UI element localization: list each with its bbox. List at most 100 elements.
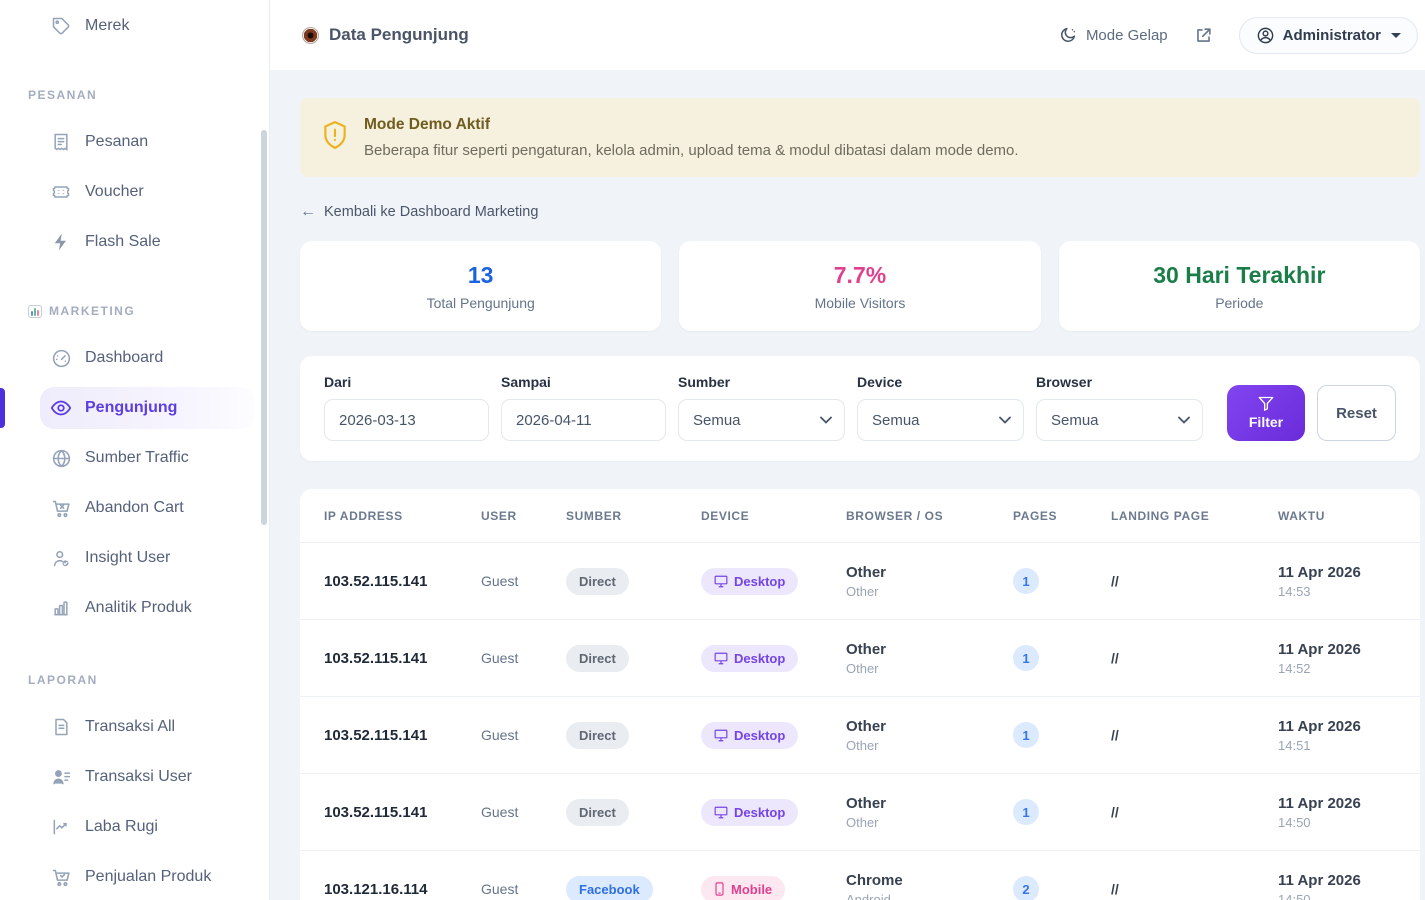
col-landing-page: LANDING PAGE	[1111, 508, 1210, 523]
device-select[interactable]: Semua	[857, 399, 1024, 441]
sidebar-item-transaksi-user[interactable]: Transaksi User	[0, 752, 269, 802]
gauge-icon	[50, 347, 72, 369]
waktu-cell: 11 Apr 2026 14:50	[1278, 871, 1361, 900]
sidebar-item-abandon-cart[interactable]: Abandon Cart	[0, 483, 269, 533]
source-badge: Direct	[566, 798, 629, 826]
col-pages: PAGES	[1013, 508, 1058, 523]
user-list-icon	[50, 766, 72, 788]
moon-icon	[1060, 27, 1076, 42]
browser-os-cell: Chrome Android	[846, 871, 903, 900]
active-accent-bar	[0, 388, 5, 428]
back-to-dashboard-link[interactable]: ← Kembali ke Dashboard Marketing	[300, 203, 538, 221]
col-sumber: SUMBER	[566, 508, 622, 523]
monitor-icon	[714, 652, 728, 665]
page-title: Data Pengunjung	[329, 25, 469, 44]
landing-page-cell: //	[1111, 804, 1119, 820]
eye-icon	[50, 397, 72, 419]
topbar: Data Pengunjung Mode Gelap Administrator	[270, 0, 1425, 70]
sidebar-item-label: Pesanan	[85, 133, 149, 150]
source-select-value: Semua	[693, 411, 741, 429]
alert-title: Mode Demo Aktif	[364, 116, 491, 133]
table-row[interactable]: 103.121.16.114 Guest Facebook Mobile Chr…	[300, 850, 1420, 900]
waktu-cell: 11 Apr 2026 14:50	[1278, 794, 1361, 830]
device-badge: Desktop	[701, 798, 799, 826]
ip-address-cell: 103.52.115.141	[324, 649, 428, 667]
sidebar-item-label: Flash Sale	[85, 233, 161, 250]
lightning-icon	[50, 231, 72, 253]
chevron-down-icon	[999, 416, 1011, 424]
sidebar-item-label: Voucher	[85, 183, 144, 200]
sidebar-item-voucher[interactable]: Voucher	[0, 167, 269, 217]
sidebar-item-pesanan[interactable]: Pesanan	[0, 117, 269, 167]
ticket-icon	[50, 181, 72, 203]
stat-card-total-pengunjung: 13 Total Pengunjung	[300, 241, 662, 331]
sidebar-section-laporan: LAPORAN	[28, 673, 98, 687]
browser-select[interactable]: Semua	[1036, 399, 1203, 441]
admin-label: Administrator	[1282, 26, 1381, 44]
filter-bar: Dari Sampai Sumber Semua Device	[300, 356, 1420, 461]
arrow-left-icon: ←	[300, 203, 316, 220]
page-title-wrap: Data Pengunjung	[302, 25, 469, 45]
demo-mode-alert: Mode Demo Aktif Beberapa fitur seperti p…	[300, 98, 1420, 177]
cart-check-icon	[50, 866, 72, 888]
page-content: Mode Demo Aktif Beberapa fitur seperti p…	[270, 70, 1425, 900]
external-link-icon[interactable]	[1194, 26, 1213, 45]
reset-button[interactable]: Reset	[1317, 385, 1396, 441]
table-row[interactable]: 103.52.115.141 Guest Direct Desktop Othe…	[300, 619, 1420, 696]
table-row[interactable]: 103.52.115.141 Guest Direct Desktop Othe…	[300, 696, 1420, 773]
ip-address-cell: 103.121.16.114	[324, 880, 428, 898]
monitor-icon	[714, 575, 728, 588]
sidebar-item-sumber-traffic[interactable]: Sumber Traffic	[0, 433, 269, 483]
sidebar-item-label: Merek	[85, 17, 130, 34]
date-to-input[interactable]	[501, 399, 666, 441]
sidebar-item-pengunjung[interactable]: Pengunjung	[0, 383, 255, 433]
filter-button-label: Filter	[1248, 414, 1284, 430]
file-icon	[50, 716, 72, 738]
browser-select-value: Semua	[1051, 411, 1099, 429]
landing-page-cell: //	[1111, 727, 1119, 743]
device-select-value: Semua	[872, 411, 920, 429]
table-header-row: IP ADDRESS USER SUMBER DEVICE BROWSER / …	[300, 489, 1420, 542]
ip-address-cell: 103.52.115.141	[324, 803, 428, 821]
chevron-down-icon	[820, 416, 832, 424]
source-select[interactable]: Semua	[678, 399, 845, 441]
waktu-cell: 11 Apr 2026 14:53	[1278, 563, 1361, 599]
sidebar: Merek PESANAN Pesanan Voucher Flash Sale	[0, 0, 270, 900]
col-waktu: WAKTU	[1278, 508, 1325, 523]
source-badge: Facebook	[566, 875, 653, 900]
sidebar-item-laba-rugi[interactable]: Laba Rugi	[0, 802, 269, 852]
main-area: Data Pengunjung Mode Gelap Administrator	[270, 0, 1425, 900]
user-cell: Guest	[481, 727, 519, 743]
source-badge: Direct	[566, 567, 629, 595]
sidebar-item-label: Penjualan Produk	[85, 868, 212, 885]
chevron-down-icon	[1178, 416, 1190, 424]
alert-body: Beberapa fitur seperti pengaturan, kelol…	[364, 142, 1019, 159]
sidebar-item-merek[interactable]: Merek	[0, 8, 269, 44]
sidebar-item-transaksi-all[interactable]: Transaksi All	[0, 702, 269, 752]
stat-value: 13	[467, 261, 494, 288]
browser-os-cell: Other Other	[846, 640, 887, 676]
dark-mode-toggle[interactable]: Mode Gelap	[1059, 26, 1168, 44]
sidebar-scrollbar[interactable]	[261, 130, 267, 525]
table-row[interactable]: 103.52.115.141 Guest Direct Desktop Othe…	[300, 542, 1420, 619]
user-cell: Guest	[481, 650, 519, 666]
date-from-input[interactable]	[324, 399, 489, 441]
sidebar-item-insight-user[interactable]: Insight User	[0, 533, 269, 583]
filter-label-sampai: Sampai	[501, 374, 551, 390]
admin-menu-button[interactable]: Administrator	[1238, 16, 1418, 54]
table-row[interactable]: 103.52.115.141 Guest Direct Desktop Othe…	[300, 773, 1420, 850]
stat-value: 7.7%	[833, 261, 887, 288]
sidebar-item-flash-sale[interactable]: Flash Sale	[0, 217, 269, 267]
trend-icon	[50, 816, 72, 838]
browser-os-cell: Other Other	[846, 717, 887, 753]
sidebar-item-penjualan-produk[interactable]: Penjualan Produk	[0, 852, 269, 900]
filter-button[interactable]: Filter	[1227, 385, 1305, 441]
chevron-down-icon	[1391, 32, 1401, 38]
filter-label-sumber: Sumber	[678, 374, 731, 390]
stat-card-periode: 30 Hari Terakhir Periode	[1058, 241, 1420, 331]
waktu-cell: 11 Apr 2026 14:51	[1278, 717, 1361, 753]
sidebar-item-dashboard[interactable]: Dashboard	[0, 333, 269, 383]
cart-x-icon	[50, 497, 72, 519]
user-cell: Guest	[481, 804, 519, 820]
sidebar-item-analitik-produk[interactable]: Analitik Produk	[0, 583, 269, 633]
